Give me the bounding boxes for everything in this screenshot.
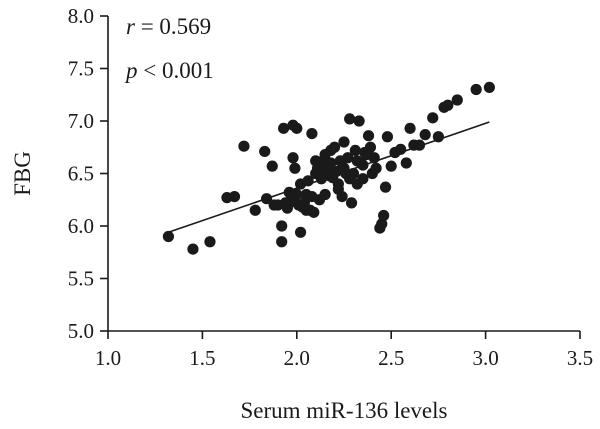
data-point <box>353 115 365 127</box>
data-point <box>451 94 463 106</box>
y-tick-label: 7.0 <box>68 109 94 133</box>
data-point <box>385 160 397 172</box>
y-tick-label: 7.5 <box>68 57 94 81</box>
data-point <box>323 162 335 174</box>
p-value-annotation: p < 0.001 <box>124 58 214 83</box>
x-tick-label: 2.0 <box>284 346 310 370</box>
data-point <box>187 243 199 255</box>
data-point <box>276 220 288 232</box>
x-tick-label: 2.5 <box>378 346 404 370</box>
x-ticks: 1.0 1.5 2.0 2.5 3.0 3.5 <box>95 331 593 370</box>
r-symbol: r <box>126 14 136 39</box>
data-point <box>300 204 312 216</box>
data-point <box>306 128 318 140</box>
data-point <box>351 155 363 167</box>
data-point <box>276 236 288 248</box>
data-point <box>349 144 361 156</box>
data-point <box>238 140 250 152</box>
data-point <box>259 145 271 158</box>
data-point <box>419 129 431 141</box>
y-tick-label: 5.0 <box>68 319 94 343</box>
data-point <box>249 204 261 216</box>
data-point <box>344 113 356 125</box>
data-point <box>342 152 354 164</box>
p-symbol: p <box>124 58 138 83</box>
data-point <box>370 162 382 174</box>
data-point <box>379 181 392 193</box>
data-point <box>344 173 356 185</box>
x-tick-label: 3.5 <box>567 346 593 370</box>
y-tick-label: 5.5 <box>68 267 94 291</box>
data-point <box>294 178 307 190</box>
data-point <box>470 83 482 96</box>
data-point <box>277 122 290 134</box>
data-point <box>400 157 412 169</box>
data-point <box>381 131 394 143</box>
data-point <box>287 152 299 164</box>
data-point <box>427 112 439 124</box>
data-point <box>289 162 301 174</box>
data-point <box>291 122 303 134</box>
p-value: < 0.001 <box>138 58 214 83</box>
correlation-annotation: r = 0.569 <box>126 14 211 39</box>
x-tick-label: 3.0 <box>472 346 498 370</box>
data-point <box>483 81 495 93</box>
regression-line <box>168 121 490 234</box>
y-ticks: 5.0 5.5 6.0 6.5 7.0 7.5 8.0 <box>68 4 108 343</box>
x-tick-label: 1.0 <box>95 346 121 370</box>
data-point <box>378 209 390 222</box>
y-tick-label: 6.5 <box>68 162 94 186</box>
data-point <box>338 136 350 148</box>
data-points <box>162 81 495 255</box>
x-axis-title: Serum miR-136 levels <box>241 398 448 423</box>
y-axis-title: FBG <box>10 151 35 196</box>
y-tick-label: 8.0 <box>68 4 94 28</box>
y-tick-label: 6.0 <box>68 214 94 238</box>
data-point <box>162 230 175 243</box>
data-point <box>413 139 426 151</box>
data-point <box>432 131 444 143</box>
data-point <box>357 173 369 185</box>
data-point <box>345 197 358 209</box>
data-point <box>266 160 278 172</box>
data-point <box>313 194 326 206</box>
r-value: = 0.569 <box>135 14 211 39</box>
data-point <box>204 236 216 248</box>
data-point <box>294 226 307 238</box>
data-point <box>362 130 375 142</box>
x-tick-label: 1.5 <box>189 346 215 370</box>
data-point <box>291 188 303 201</box>
data-point <box>228 191 241 203</box>
data-point <box>328 141 341 153</box>
data-point <box>376 218 388 230</box>
data-point <box>364 141 377 153</box>
data-point <box>404 122 416 134</box>
data-point <box>442 99 454 111</box>
data-point <box>332 183 344 195</box>
